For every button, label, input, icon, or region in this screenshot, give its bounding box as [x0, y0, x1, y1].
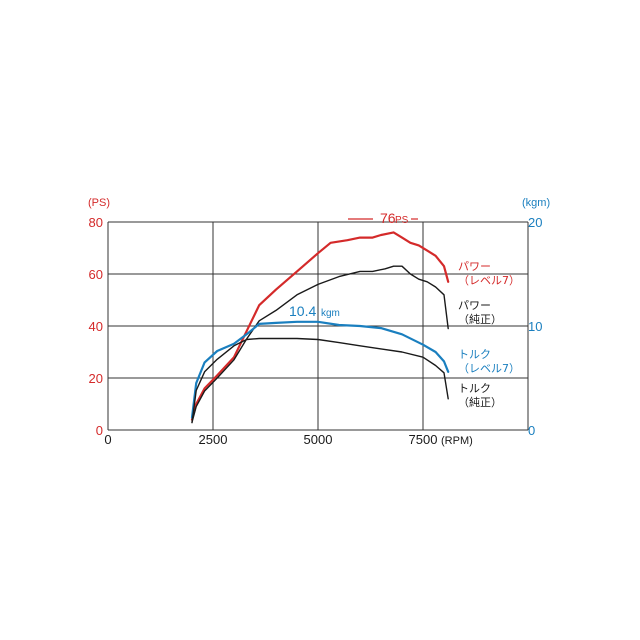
series-label-line2: （純正）	[458, 396, 502, 409]
series-label-line1: トルク	[458, 382, 491, 395]
peak-power-value: 76	[380, 210, 396, 226]
x-tick-label: 7500	[409, 432, 438, 447]
left-tick-label: 60	[89, 267, 103, 282]
x-tick-label: 0	[104, 432, 111, 447]
right-tick-label: 0	[528, 423, 535, 438]
series-layer	[190, 231, 450, 424]
peak-power-unit: PS	[395, 215, 409, 226]
right-axis-unit: (kgm)	[522, 197, 550, 209]
series-label-line2: （レベル7）	[458, 274, 520, 287]
series-line-1	[191, 265, 449, 423]
series-label-line1: パワー	[458, 299, 491, 312]
grid	[107, 221, 529, 431]
left-tick-label: 80	[89, 215, 103, 230]
text-layer: 0 20 40 60 80 0 10 20 0 2500 5000 7500 (PS) (kgm) (RPM…	[88, 197, 550, 447]
left-tick-label: 0	[96, 423, 103, 438]
right-tick-label: 10	[528, 319, 542, 334]
left-tick-label: 40	[89, 319, 103, 334]
x-tick-label: 2500	[199, 432, 228, 447]
right-tick-label: 20	[528, 215, 542, 230]
series-line-2	[190, 320, 450, 419]
series-label-line1: パワー	[458, 260, 491, 273]
left-axis-unit: (PS)	[88, 197, 110, 209]
x-axis-unit: (RPM)	[441, 435, 473, 447]
series-label-line1: トルク	[458, 348, 491, 361]
left-tick-label: 20	[89, 371, 103, 386]
series-label-line2: （レベル7）	[458, 362, 520, 375]
series-line-0	[190, 231, 450, 421]
x-tick-label: 5000	[304, 432, 333, 447]
series-label-line2: （純正）	[458, 313, 502, 326]
peak-torque-unit: kgm	[321, 308, 340, 319]
series-line-3	[191, 337, 449, 424]
peak-torque-value: 10.4	[289, 303, 316, 319]
